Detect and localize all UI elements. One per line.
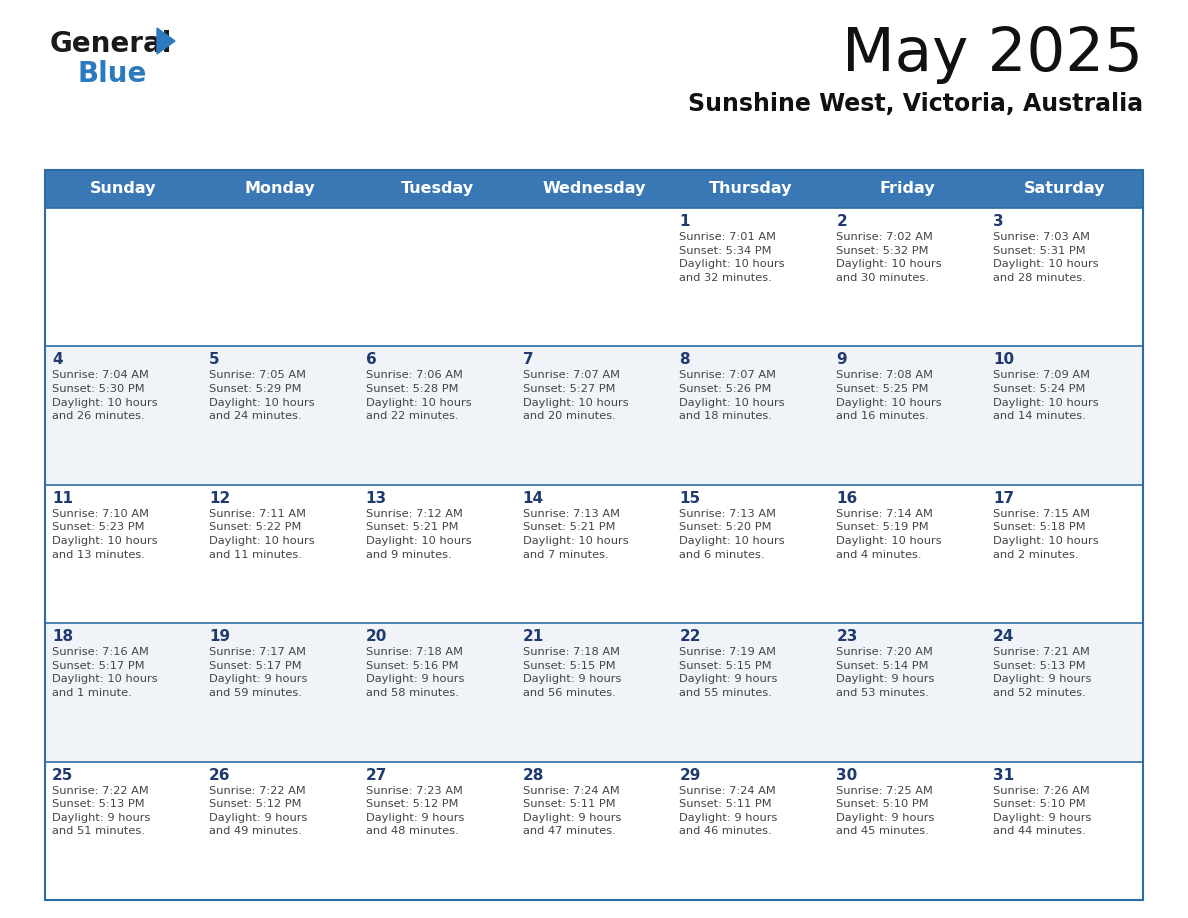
Text: Sunrise: 7:15 AM
Sunset: 5:18 PM
Daylight: 10 hours
and 2 minutes.: Sunrise: 7:15 AM Sunset: 5:18 PM Dayligh… xyxy=(993,509,1099,560)
Text: 9: 9 xyxy=(836,353,847,367)
Text: Sunrise: 7:04 AM
Sunset: 5:30 PM
Daylight: 10 hours
and 26 minutes.: Sunrise: 7:04 AM Sunset: 5:30 PM Dayligh… xyxy=(52,370,158,421)
Text: 12: 12 xyxy=(209,491,230,506)
Text: Sunrise: 7:06 AM
Sunset: 5:28 PM
Daylight: 10 hours
and 22 minutes.: Sunrise: 7:06 AM Sunset: 5:28 PM Dayligh… xyxy=(366,370,472,421)
Text: Friday: Friday xyxy=(880,182,935,196)
Text: Sunshine West, Victoria, Australia: Sunshine West, Victoria, Australia xyxy=(688,92,1143,116)
Text: Sunrise: 7:08 AM
Sunset: 5:25 PM
Daylight: 10 hours
and 16 minutes.: Sunrise: 7:08 AM Sunset: 5:25 PM Dayligh… xyxy=(836,370,942,421)
Text: Sunrise: 7:02 AM
Sunset: 5:32 PM
Daylight: 10 hours
and 30 minutes.: Sunrise: 7:02 AM Sunset: 5:32 PM Dayligh… xyxy=(836,232,942,283)
Text: 6: 6 xyxy=(366,353,377,367)
Text: 16: 16 xyxy=(836,491,858,506)
Text: Sunrise: 7:10 AM
Sunset: 5:23 PM
Daylight: 10 hours
and 13 minutes.: Sunrise: 7:10 AM Sunset: 5:23 PM Dayligh… xyxy=(52,509,158,560)
Text: 20: 20 xyxy=(366,629,387,644)
Text: Sunrise: 7:21 AM
Sunset: 5:13 PM
Daylight: 9 hours
and 52 minutes.: Sunrise: 7:21 AM Sunset: 5:13 PM Dayligh… xyxy=(993,647,1092,698)
Text: Thursday: Thursday xyxy=(709,182,792,196)
Text: 31: 31 xyxy=(993,767,1015,783)
Text: 8: 8 xyxy=(680,353,690,367)
Text: Blue: Blue xyxy=(78,60,147,88)
Text: Sunrise: 7:07 AM
Sunset: 5:27 PM
Daylight: 10 hours
and 20 minutes.: Sunrise: 7:07 AM Sunset: 5:27 PM Dayligh… xyxy=(523,370,628,421)
Text: Sunrise: 7:05 AM
Sunset: 5:29 PM
Daylight: 10 hours
and 24 minutes.: Sunrise: 7:05 AM Sunset: 5:29 PM Dayligh… xyxy=(209,370,315,421)
Text: Sunrise: 7:19 AM
Sunset: 5:15 PM
Daylight: 9 hours
and 55 minutes.: Sunrise: 7:19 AM Sunset: 5:15 PM Dayligh… xyxy=(680,647,778,698)
Text: Sunrise: 7:13 AM
Sunset: 5:21 PM
Daylight: 10 hours
and 7 minutes.: Sunrise: 7:13 AM Sunset: 5:21 PM Dayligh… xyxy=(523,509,628,560)
Text: Sunrise: 7:24 AM
Sunset: 5:11 PM
Daylight: 9 hours
and 46 minutes.: Sunrise: 7:24 AM Sunset: 5:11 PM Dayligh… xyxy=(680,786,778,836)
Text: Sunrise: 7:23 AM
Sunset: 5:12 PM
Daylight: 9 hours
and 48 minutes.: Sunrise: 7:23 AM Sunset: 5:12 PM Dayligh… xyxy=(366,786,465,836)
Text: 23: 23 xyxy=(836,629,858,644)
Text: Sunrise: 7:01 AM
Sunset: 5:34 PM
Daylight: 10 hours
and 32 minutes.: Sunrise: 7:01 AM Sunset: 5:34 PM Dayligh… xyxy=(680,232,785,283)
Text: 3: 3 xyxy=(993,214,1004,229)
Bar xyxy=(45,485,1143,623)
Text: 18: 18 xyxy=(52,629,74,644)
Text: Sunrise: 7:20 AM
Sunset: 5:14 PM
Daylight: 9 hours
and 53 minutes.: Sunrise: 7:20 AM Sunset: 5:14 PM Dayligh… xyxy=(836,647,935,698)
Text: Sunrise: 7:24 AM
Sunset: 5:11 PM
Daylight: 9 hours
and 47 minutes.: Sunrise: 7:24 AM Sunset: 5:11 PM Dayligh… xyxy=(523,786,621,836)
Bar xyxy=(45,346,1143,485)
Text: Sunrise: 7:03 AM
Sunset: 5:31 PM
Daylight: 10 hours
and 28 minutes.: Sunrise: 7:03 AM Sunset: 5:31 PM Dayligh… xyxy=(993,232,1099,283)
Text: 27: 27 xyxy=(366,767,387,783)
Text: Sunrise: 7:18 AM
Sunset: 5:15 PM
Daylight: 9 hours
and 56 minutes.: Sunrise: 7:18 AM Sunset: 5:15 PM Dayligh… xyxy=(523,647,621,698)
Text: 7: 7 xyxy=(523,353,533,367)
Text: 19: 19 xyxy=(209,629,230,644)
Text: Sunrise: 7:11 AM
Sunset: 5:22 PM
Daylight: 10 hours
and 11 minutes.: Sunrise: 7:11 AM Sunset: 5:22 PM Dayligh… xyxy=(209,509,315,560)
Text: Sunrise: 7:17 AM
Sunset: 5:17 PM
Daylight: 9 hours
and 59 minutes.: Sunrise: 7:17 AM Sunset: 5:17 PM Dayligh… xyxy=(209,647,308,698)
Text: Sunrise: 7:25 AM
Sunset: 5:10 PM
Daylight: 9 hours
and 45 minutes.: Sunrise: 7:25 AM Sunset: 5:10 PM Dayligh… xyxy=(836,786,935,836)
Text: Sunrise: 7:07 AM
Sunset: 5:26 PM
Daylight: 10 hours
and 18 minutes.: Sunrise: 7:07 AM Sunset: 5:26 PM Dayligh… xyxy=(680,370,785,421)
Bar xyxy=(45,170,1143,208)
Text: 5: 5 xyxy=(209,353,220,367)
Text: Sunrise: 7:12 AM
Sunset: 5:21 PM
Daylight: 10 hours
and 9 minutes.: Sunrise: 7:12 AM Sunset: 5:21 PM Dayligh… xyxy=(366,509,472,560)
Text: Saturday: Saturday xyxy=(1024,182,1105,196)
Text: 21: 21 xyxy=(523,629,544,644)
Text: Sunrise: 7:09 AM
Sunset: 5:24 PM
Daylight: 10 hours
and 14 minutes.: Sunrise: 7:09 AM Sunset: 5:24 PM Dayligh… xyxy=(993,370,1099,421)
Text: 29: 29 xyxy=(680,767,701,783)
Text: 25: 25 xyxy=(52,767,74,783)
Text: General: General xyxy=(50,30,172,58)
Text: May 2025: May 2025 xyxy=(842,25,1143,84)
Text: Wednesday: Wednesday xyxy=(542,182,646,196)
Text: Tuesday: Tuesday xyxy=(400,182,474,196)
Text: Sunrise: 7:14 AM
Sunset: 5:19 PM
Daylight: 10 hours
and 4 minutes.: Sunrise: 7:14 AM Sunset: 5:19 PM Dayligh… xyxy=(836,509,942,560)
Text: 13: 13 xyxy=(366,491,387,506)
Text: Sunrise: 7:18 AM
Sunset: 5:16 PM
Daylight: 9 hours
and 58 minutes.: Sunrise: 7:18 AM Sunset: 5:16 PM Dayligh… xyxy=(366,647,465,698)
Text: 30: 30 xyxy=(836,767,858,783)
Text: Sunrise: 7:26 AM
Sunset: 5:10 PM
Daylight: 9 hours
and 44 minutes.: Sunrise: 7:26 AM Sunset: 5:10 PM Dayligh… xyxy=(993,786,1092,836)
Text: 2: 2 xyxy=(836,214,847,229)
Text: 24: 24 xyxy=(993,629,1015,644)
Bar xyxy=(45,623,1143,762)
Text: Sunday: Sunday xyxy=(90,182,157,196)
Text: 28: 28 xyxy=(523,767,544,783)
Text: 10: 10 xyxy=(993,353,1015,367)
Bar xyxy=(45,170,1143,900)
Text: 17: 17 xyxy=(993,491,1015,506)
Text: 15: 15 xyxy=(680,491,701,506)
Text: Sunrise: 7:16 AM
Sunset: 5:17 PM
Daylight: 10 hours
and 1 minute.: Sunrise: 7:16 AM Sunset: 5:17 PM Dayligh… xyxy=(52,647,158,698)
Text: Sunrise: 7:13 AM
Sunset: 5:20 PM
Daylight: 10 hours
and 6 minutes.: Sunrise: 7:13 AM Sunset: 5:20 PM Dayligh… xyxy=(680,509,785,560)
Text: 1: 1 xyxy=(680,214,690,229)
Text: Sunrise: 7:22 AM
Sunset: 5:13 PM
Daylight: 9 hours
and 51 minutes.: Sunrise: 7:22 AM Sunset: 5:13 PM Dayligh… xyxy=(52,786,151,836)
Text: Monday: Monday xyxy=(245,182,316,196)
Text: 14: 14 xyxy=(523,491,544,506)
Text: 11: 11 xyxy=(52,491,72,506)
Text: 26: 26 xyxy=(209,767,230,783)
Text: 22: 22 xyxy=(680,629,701,644)
Text: 4: 4 xyxy=(52,353,63,367)
Bar xyxy=(45,762,1143,900)
Bar xyxy=(45,208,1143,346)
Text: Sunrise: 7:22 AM
Sunset: 5:12 PM
Daylight: 9 hours
and 49 minutes.: Sunrise: 7:22 AM Sunset: 5:12 PM Dayligh… xyxy=(209,786,308,836)
Polygon shape xyxy=(157,28,175,54)
